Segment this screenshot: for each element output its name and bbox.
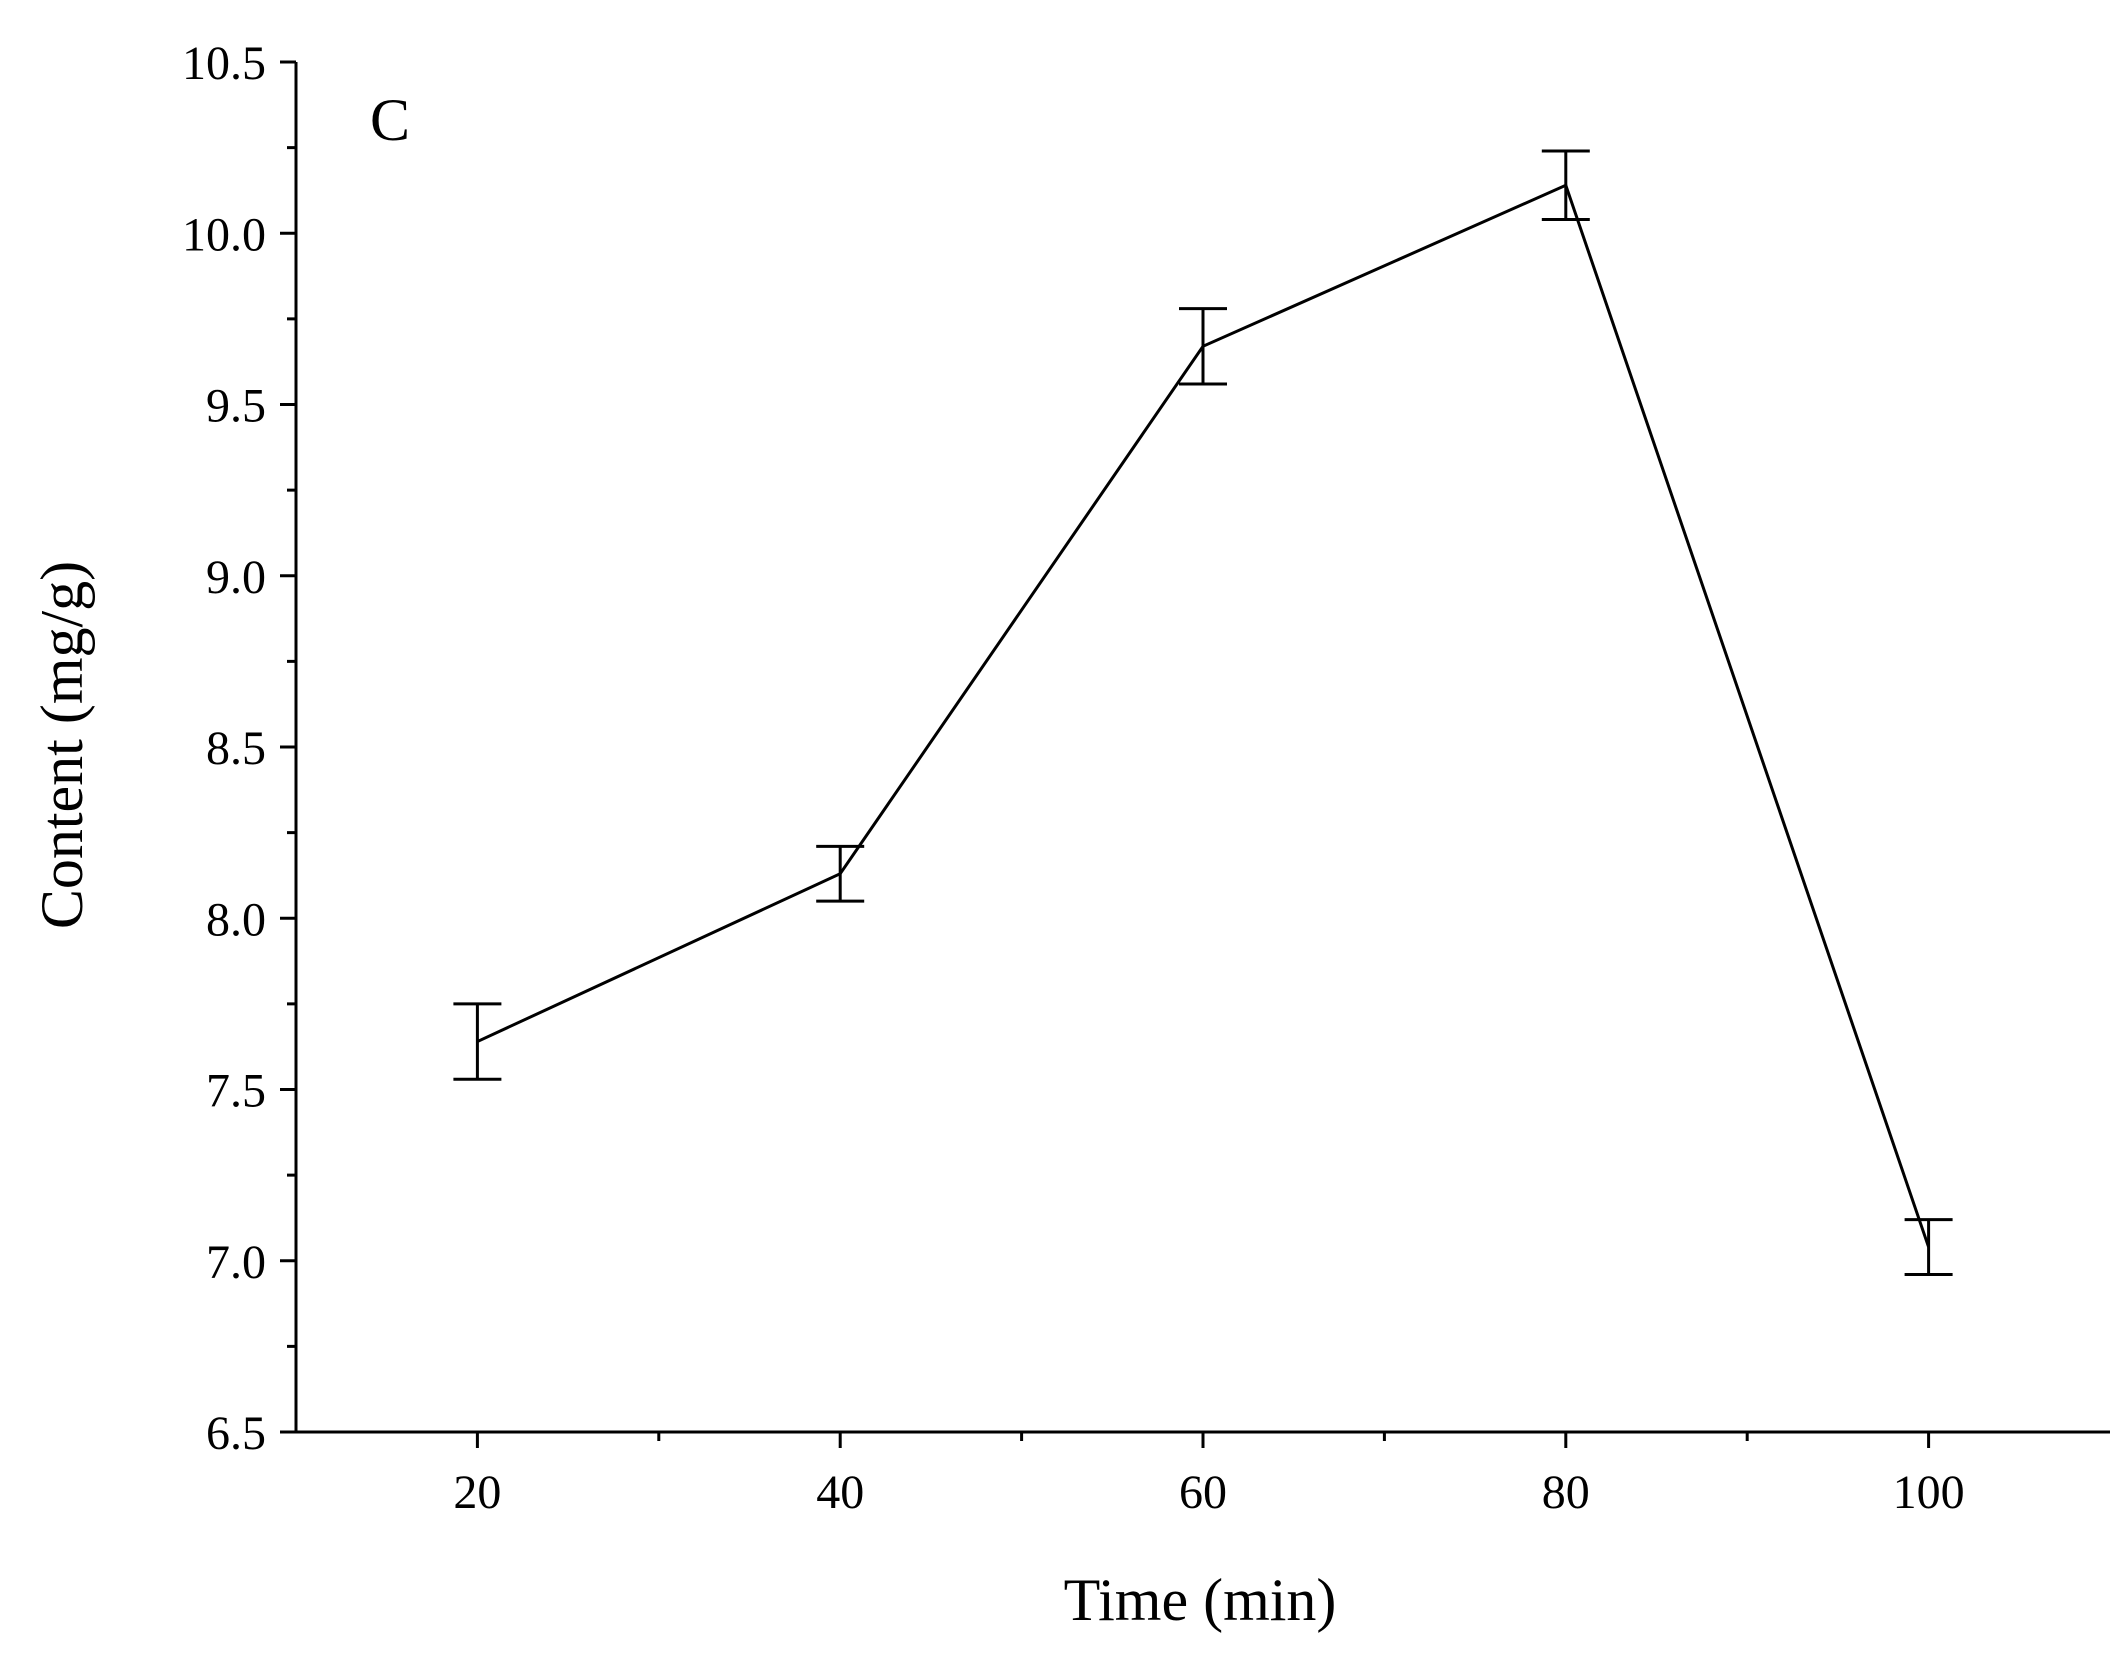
y-tick-label: 8.0 [206,893,266,946]
y-tick-label: 9.0 [206,551,266,604]
x-axis-title: Time (min) [1064,1567,1337,1633]
y-tick-label: 9.5 [206,380,266,433]
error-bar [453,1002,502,1081]
tick-labels: 20 40 60 80 100 6.5 7.0 7.5 8.0 8.5 9.0 9.5 10.0 10.5 [182,37,1965,1519]
y-tick-label: 8.5 [206,722,266,775]
x-tick-label: 60 [1179,1466,1227,1519]
y-tick-label: 10.5 [182,37,266,90]
x-tick-label: 40 [816,1466,864,1519]
error-bar [816,844,865,903]
y-tick-label: 6.5 [206,1407,266,1460]
x-tick-label: 100 [1893,1466,1965,1519]
x-tick-label: 20 [453,1466,501,1519]
y-tick-label: 10.0 [182,208,266,261]
y-tick-label: 7.0 [206,1236,266,1289]
error-bar [1179,307,1227,386]
panel-label: C [370,87,410,153]
x-tick-label: 80 [1542,1466,1590,1519]
error-bar [1904,1218,1953,1276]
y-tick-label: 7.5 [206,1065,266,1118]
axes [294,62,2110,1434]
error-bar [1541,149,1590,222]
y-axis-title: Content (mg/g) [29,561,95,929]
series [453,149,1953,1276]
ticks [280,60,1931,1448]
